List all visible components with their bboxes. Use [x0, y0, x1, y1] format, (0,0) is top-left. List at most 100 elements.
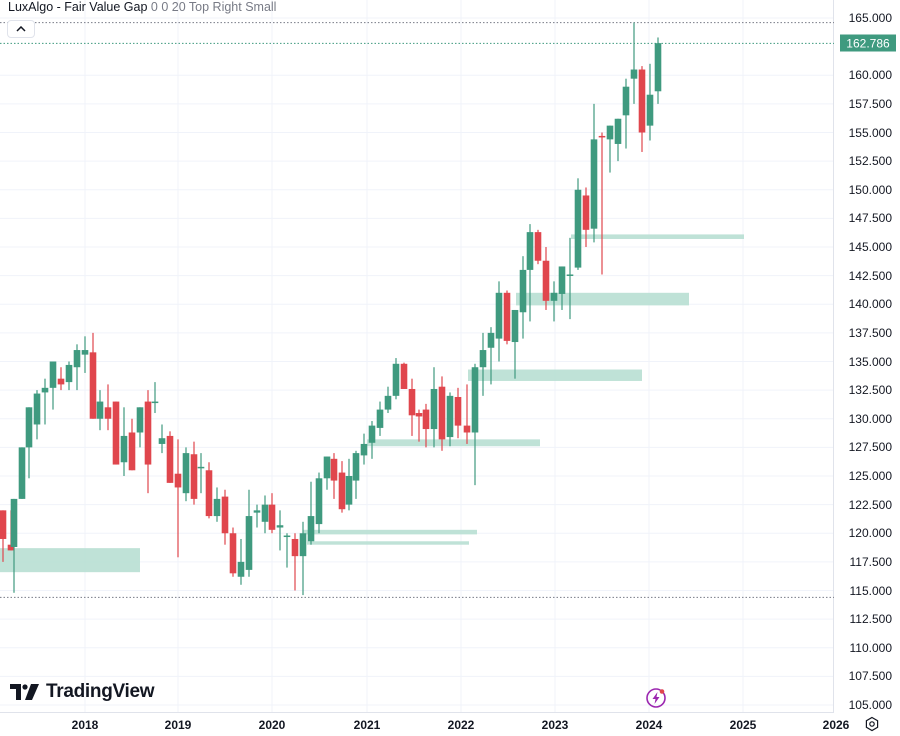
candle-down: [408, 388, 416, 416]
candle-down: [205, 470, 213, 517]
indicator-params: 0 0 20 Top Right Small: [150, 0, 277, 14]
candle-down: [221, 496, 229, 534]
candle-down: [112, 401, 120, 465]
candle-up: [558, 266, 566, 294]
candle-up: [376, 409, 384, 428]
candle-up: [614, 118, 622, 144]
price-tick: 125.000: [848, 469, 892, 483]
price-tick: 155.000: [848, 125, 892, 140]
candle-up: [511, 309, 519, 343]
candle-down: [174, 473, 182, 488]
candle-up: [566, 274, 574, 276]
price-tick: 110.000: [849, 640, 893, 655]
price-tick: 105.000: [848, 698, 892, 712]
candle-up: [471, 367, 479, 433]
fvg-zone: [468, 369, 642, 381]
candle-down: [166, 435, 174, 483]
price-tick: 117.500: [849, 554, 893, 569]
price-tick: 142.500: [848, 268, 892, 283]
candle-down: [57, 378, 65, 385]
candle-up: [392, 363, 400, 396]
tradingview-logo[interactable]: TradingView: [10, 681, 155, 703]
time-tick: 2024: [635, 718, 663, 732]
price-tick: 120.000: [848, 526, 892, 541]
lightning-alert-icon[interactable]: [645, 687, 667, 709]
candle-up: [261, 504, 269, 522]
candle-up: [197, 466, 205, 469]
candle-up: [33, 393, 41, 425]
fvg-zone: [516, 292, 689, 306]
candle-down: [89, 352, 97, 419]
collapse-legend-button[interactable]: [7, 20, 35, 38]
candle-up: [430, 388, 438, 430]
candle-up: [630, 69, 638, 79]
candle-up: [519, 269, 527, 313]
settings-icon[interactable]: [864, 716, 880, 732]
indicator-title: LuxAlgo - Fair Value Gap: [8, 0, 148, 14]
candle-down: [128, 432, 136, 471]
candle-up: [622, 86, 630, 116]
candle-down: [454, 396, 462, 426]
price-tick: 112.500: [849, 612, 893, 627]
candle-down: [598, 135, 606, 138]
candle-up: [237, 561, 245, 577]
indicator-legend[interactable]: LuxAlgo - Fair Value Gap 0 0 20 Top Righ…: [8, 0, 276, 14]
candlestick-chart[interactable]: [0, 0, 834, 712]
candle-down: [422, 409, 430, 430]
last-price-label: 162.786: [840, 34, 896, 52]
candle-up: [253, 510, 261, 513]
candle-up: [479, 350, 487, 368]
fvg-zone: [0, 548, 140, 573]
candle-down: [268, 504, 276, 530]
candle-up: [646, 94, 654, 126]
candle-down: [534, 232, 542, 261]
candle-up: [550, 292, 558, 301]
chevron-up-icon: [16, 26, 26, 32]
time-tick: 2018: [71, 718, 99, 732]
candle-up: [384, 395, 392, 410]
candle-up: [96, 401, 104, 419]
candle-up: [345, 476, 353, 505]
candle-up: [352, 453, 360, 481]
candle-down: [438, 386, 446, 440]
price-tick: 157.500: [848, 96, 892, 111]
candle-down: [582, 195, 590, 230]
candle-down: [190, 454, 198, 499]
candle-down: [400, 363, 408, 389]
price-tick: 145.000: [848, 240, 892, 254]
candle-up: [368, 425, 376, 443]
candle-down: [0, 510, 7, 539]
candle-up: [158, 438, 166, 444]
time-axis[interactable]: 2018 2019 2020 2021 2022 2023 2024 2025 2026: [0, 712, 849, 736]
price-tick: 132.500: [848, 383, 892, 398]
price-tick: 152.500: [848, 154, 892, 169]
candle-up: [10, 498, 18, 547]
fvg-zone: [571, 234, 744, 239]
price-tick: 130.000: [848, 411, 892, 426]
candle-down: [7, 544, 15, 551]
candle-up: [73, 350, 81, 368]
candle-up: [25, 407, 33, 448]
candle-down: [542, 260, 550, 301]
price-tick: 137.500: [848, 325, 892, 340]
candle-up: [315, 478, 323, 525]
time-tick: 2022: [447, 718, 475, 732]
candle-up: [151, 401, 159, 404]
tradingview-logo-icon: [10, 684, 39, 700]
candle-up: [446, 395, 454, 438]
price-axis[interactable]: 165.000 160.000 157.500 155.000 152.500 150.0…: [834, 0, 900, 712]
price-tick: 165.000: [848, 11, 892, 25]
candle-down: [229, 533, 237, 574]
candle-up: [307, 516, 315, 542]
candle-down: [503, 292, 511, 341]
price-tick: 150.000: [848, 182, 892, 197]
candle-up: [136, 407, 144, 433]
candle-down: [338, 472, 346, 510]
time-tick: 2019: [164, 718, 192, 732]
candle-down: [415, 413, 423, 417]
candle-up: [283, 535, 291, 538]
candle-down: [104, 407, 112, 419]
candle-up: [606, 125, 614, 140]
candle-down: [291, 538, 299, 557]
time-tick: 2021: [353, 718, 381, 732]
